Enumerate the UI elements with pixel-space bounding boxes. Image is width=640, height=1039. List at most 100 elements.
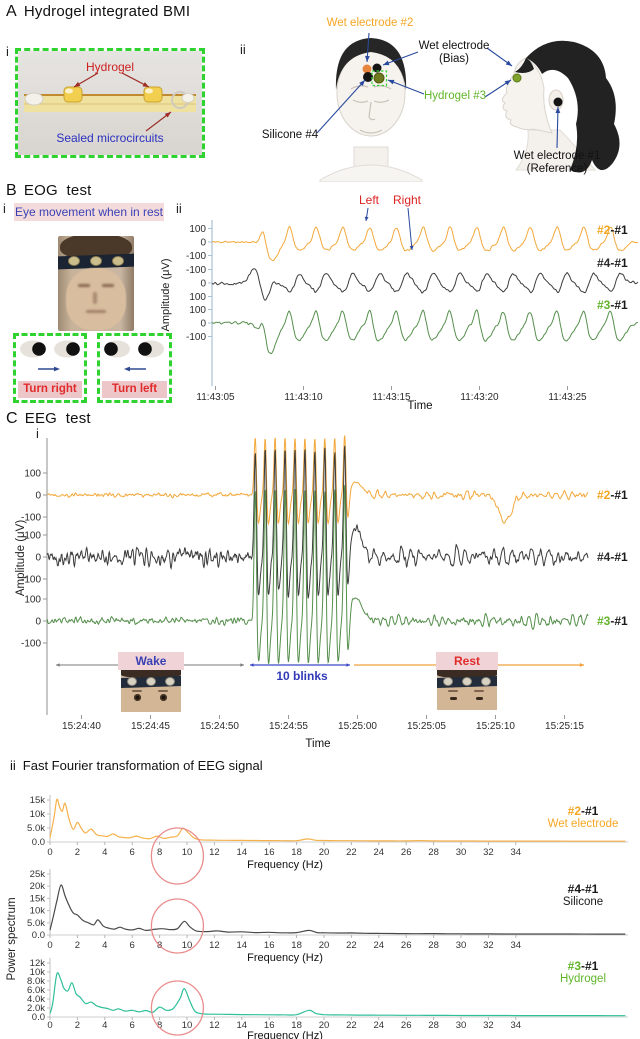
mini-brow bbox=[448, 690, 458, 692]
mini-electrode bbox=[146, 677, 156, 686]
eeg-trace-4 bbox=[46, 445, 589, 599]
panel-b-heading: EOG test bbox=[23, 182, 92, 199]
x-tick-label: 0 bbox=[47, 940, 52, 951]
x-tick-label: 34 bbox=[511, 940, 522, 951]
fft-legend-wet: #2-#1 Wet electrode bbox=[528, 805, 638, 831]
x-tick-label: 11:43:05 bbox=[196, 392, 235, 403]
x-tick-label: 28 bbox=[428, 940, 439, 951]
x-tick-label: 12 bbox=[209, 1020, 220, 1031]
eog-trace-3 bbox=[211, 309, 638, 355]
x-tick-label: 14 bbox=[237, 1020, 248, 1031]
front-shoulders bbox=[319, 164, 423, 182]
panel-a-sub-ii: ii bbox=[240, 42, 246, 57]
power-spectrum-axis-label: Power spectrum bbox=[6, 897, 18, 981]
y-tick-label: -100 bbox=[186, 251, 206, 262]
fft-legend-silicone-name: Silicone bbox=[562, 896, 604, 908]
y-tick-label: 0 bbox=[35, 617, 41, 628]
arrow-head bbox=[240, 663, 244, 667]
x-tick-label: 0 bbox=[47, 847, 52, 858]
x-tick-label: 15:24:40 bbox=[62, 721, 101, 732]
hydrogel-electrode-dot bbox=[373, 72, 385, 84]
panel-a-heading: Hydrogel integrated BMI bbox=[23, 3, 191, 20]
y-tick-label: 6.0k bbox=[27, 985, 45, 996]
mini-electrode bbox=[481, 677, 491, 686]
y-tick-label: 100 bbox=[24, 531, 41, 542]
droplet-highlight bbox=[145, 88, 153, 94]
closed-eye bbox=[450, 697, 457, 700]
eog-trace-2 bbox=[211, 225, 638, 261]
arrow-head bbox=[346, 663, 350, 667]
x-tick-label: 34 bbox=[511, 847, 522, 858]
left-arrow-icon bbox=[124, 366, 130, 372]
mini-brow bbox=[158, 690, 168, 692]
rest-label-box: Rest bbox=[436, 652, 498, 670]
mini-electrode bbox=[462, 677, 472, 686]
x-tick-label: 24 bbox=[374, 847, 385, 858]
silicone-electrode-dot bbox=[363, 72, 373, 82]
portrait-eye-right bbox=[102, 284, 114, 287]
eog-legend-3: #3-#1 bbox=[597, 298, 628, 312]
ref-line2: (Reference) bbox=[526, 162, 588, 175]
turn-right-eyes-art bbox=[20, 340, 80, 372]
kapton-strip bbox=[24, 95, 196, 112]
x-tick-label: 12 bbox=[209, 940, 220, 951]
x-tick-label: 14 bbox=[237, 940, 248, 951]
ref-line1: Wet electrode #1 bbox=[513, 150, 601, 162]
x-tick-label: 6 bbox=[130, 847, 135, 858]
x-tick-label: 10 bbox=[182, 940, 193, 951]
mini-electrode bbox=[165, 677, 175, 686]
bias-line2: (Bias) bbox=[438, 52, 470, 65]
ten-blinks-label: 10 blinks bbox=[276, 669, 328, 683]
eeg-legend-2: #2-#1 bbox=[597, 488, 628, 502]
headband-electrode bbox=[68, 256, 80, 266]
pupil-right bbox=[66, 342, 80, 356]
arrow-head bbox=[164, 112, 171, 118]
legend-suffix: -#1 bbox=[581, 804, 599, 818]
panel-c-sub-ii: ii bbox=[10, 758, 16, 773]
panel-a-sub-i: i bbox=[6, 44, 9, 59]
x-tick-label: 11:43:15 bbox=[372, 392, 411, 403]
bias-electrode-dot bbox=[372, 63, 382, 73]
legend-prefix: #3 bbox=[567, 959, 581, 973]
y-tick-label: 15k bbox=[30, 893, 46, 904]
wet-electrode-2-dot bbox=[362, 64, 372, 74]
turn-right-box: Turn right bbox=[13, 333, 87, 403]
panel-b-sub-i: i bbox=[3, 201, 6, 216]
y-tick-label: 8.0k bbox=[27, 976, 45, 987]
y-tick-label: 0.0 bbox=[32, 837, 45, 848]
x-tick-label: 2 bbox=[75, 940, 80, 951]
mini-skin bbox=[121, 687, 181, 712]
y-axis-label: Amplitude (μV) bbox=[160, 259, 172, 332]
x-tick-label: 16 bbox=[264, 847, 275, 858]
x-tick-label: 15:25:00 bbox=[338, 721, 377, 732]
arrow-head bbox=[579, 663, 584, 667]
fft-legend-hydrogel: #3-#1 Hydrogel bbox=[528, 960, 638, 986]
panel-c-sub-i: i bbox=[36, 426, 39, 441]
rest-photo bbox=[437, 670, 497, 710]
mini-hair bbox=[121, 670, 181, 678]
fft-heading: Fast Fourier transformation of EEG signa… bbox=[22, 758, 263, 773]
alpha-band-circle bbox=[150, 827, 205, 885]
open-eye bbox=[134, 694, 141, 701]
mini-electrode bbox=[127, 677, 137, 686]
eeg-trace-3 bbox=[46, 484, 589, 664]
eeg-trace-2 bbox=[46, 435, 589, 526]
x-tick-label: 4 bbox=[102, 1020, 107, 1031]
y-tick-label: -100 bbox=[21, 639, 41, 650]
y-tick-label: 20k bbox=[30, 881, 46, 892]
legend-prefix: #2 bbox=[567, 804, 581, 818]
panel-c-heading: EEG test bbox=[24, 410, 91, 427]
eog-legend-4: #4-#1 bbox=[597, 256, 628, 270]
x-tick-label: 6 bbox=[130, 940, 135, 951]
x-axis-label: Frequency (Hz) bbox=[247, 952, 323, 964]
x-tick-label: 4 bbox=[102, 940, 107, 951]
hydrogel-dashed-frame bbox=[371, 70, 388, 87]
alpha-band-circle bbox=[150, 980, 205, 1036]
x-tick-label: 16 bbox=[264, 1020, 275, 1031]
y-tick-label: 25k bbox=[30, 869, 46, 880]
y-tick-label: 2.0k bbox=[27, 1003, 45, 1014]
x-tick-label: 8 bbox=[157, 847, 162, 858]
mini-skin bbox=[437, 687, 497, 710]
left-saccade-label: Left bbox=[359, 193, 380, 207]
